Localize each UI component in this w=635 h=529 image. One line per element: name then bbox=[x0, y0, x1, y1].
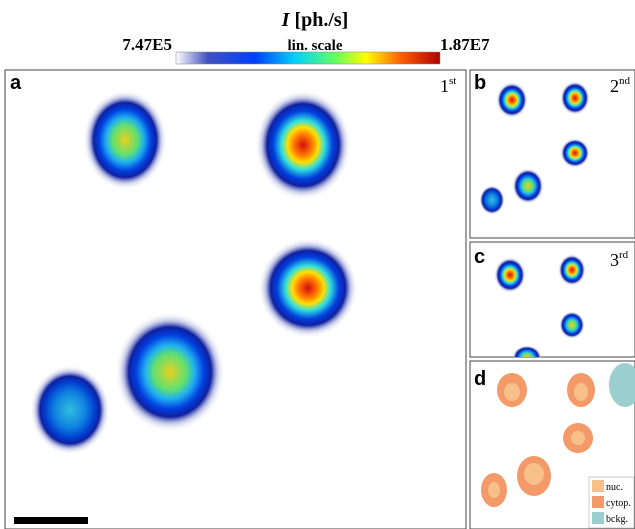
panel-label: d bbox=[474, 368, 486, 390]
nucleus bbox=[524, 463, 544, 485]
cell bbox=[558, 254, 586, 286]
colorbar-scale: lin. scale bbox=[288, 38, 343, 54]
cell bbox=[83, 90, 167, 190]
legend-label: nuc. bbox=[606, 482, 623, 493]
frame-label: 2nd bbox=[610, 75, 631, 96]
cells-b bbox=[479, 81, 590, 215]
cells-a bbox=[30, 90, 358, 455]
cell bbox=[255, 90, 351, 200]
frame-suffix: nd bbox=[619, 75, 631, 87]
cell bbox=[512, 168, 544, 204]
legend: nuc. cytop. bckg. bbox=[588, 476, 635, 529]
legend-swatch bbox=[592, 496, 604, 508]
cell bbox=[496, 82, 528, 118]
frame-suffix: st bbox=[449, 75, 456, 87]
frame-suffix: rd bbox=[619, 249, 629, 261]
panel-c bbox=[469, 241, 635, 358]
cell bbox=[30, 365, 110, 455]
frame-number: 3 bbox=[610, 250, 619, 270]
background-region bbox=[609, 363, 635, 407]
cell bbox=[479, 185, 505, 215]
legend-swatch bbox=[592, 512, 604, 524]
nucleus bbox=[574, 383, 588, 401]
scale-bar bbox=[14, 517, 88, 524]
frame-label: 1st bbox=[440, 75, 456, 96]
colorbar bbox=[175, 51, 441, 65]
cell bbox=[560, 81, 590, 115]
unit: [ph./s] bbox=[294, 9, 348, 31]
symbol: I bbox=[281, 9, 291, 31]
legend-label: cytop. bbox=[606, 498, 631, 509]
legend-label: bckg. bbox=[606, 514, 628, 525]
colorbar-min: 7.47E5 bbox=[122, 35, 172, 54]
panel-a bbox=[4, 69, 467, 529]
frame-label: 3rd bbox=[610, 249, 629, 270]
panel-label: a bbox=[10, 72, 22, 94]
panel-label: b bbox=[474, 72, 486, 94]
nucleus bbox=[488, 482, 500, 498]
cell bbox=[115, 312, 225, 432]
cell bbox=[560, 138, 590, 168]
cell bbox=[512, 345, 542, 357]
frame-number: 2 bbox=[610, 76, 619, 96]
legend-swatch bbox=[592, 480, 604, 492]
colorbar-max: 1.87E7 bbox=[440, 35, 490, 54]
panel-label: c bbox=[474, 246, 485, 268]
cell bbox=[258, 238, 358, 338]
cell bbox=[559, 311, 585, 339]
colorbar-title: I [ph./s] bbox=[281, 9, 349, 31]
frame-number: 1 bbox=[440, 76, 449, 96]
cell bbox=[494, 257, 526, 293]
segmentation bbox=[481, 363, 635, 507]
cells-c bbox=[494, 254, 586, 357]
nucleus bbox=[571, 431, 585, 445]
nucleus bbox=[504, 383, 520, 401]
